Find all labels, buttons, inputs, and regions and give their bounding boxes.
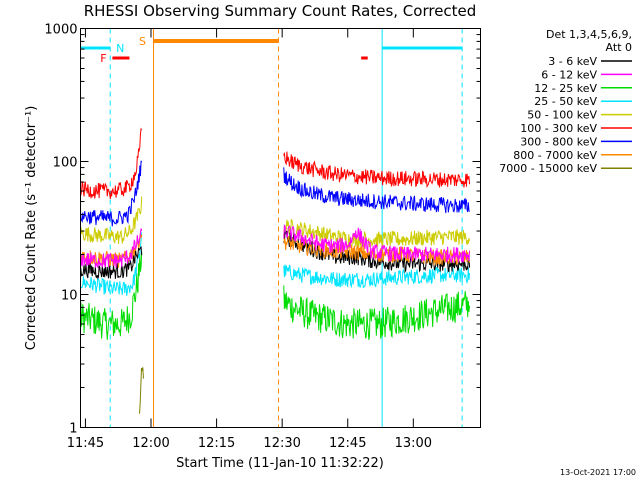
legend-entry-label: 50 - 100 keV — [527, 109, 597, 122]
series-line — [283, 151, 471, 189]
flare-flag-label: F — [100, 52, 106, 65]
series-line — [80, 160, 143, 227]
legend-entry-label: 25 - 50 keV — [534, 95, 597, 108]
series-line — [80, 127, 143, 199]
x-tick-label: 12:00 — [132, 436, 169, 451]
legend-entry-label: 12 - 25 keV — [534, 82, 597, 95]
x-axis: 11:45 12:00 12:15 12:30 12:45 13:00 — [67, 28, 432, 451]
y-tick-label: 1000 — [44, 23, 77, 38]
series-line — [80, 251, 143, 340]
y-axis: 1 10 100 1000 — [44, 23, 481, 437]
x-axis-label: Start Time (11-Jan-10 11:32:22) — [176, 456, 384, 471]
y-tick-label: 100 — [53, 156, 78, 171]
plot-area — [80, 28, 471, 428]
y-axis-label: Corrected Count Rate (s⁻¹ detector⁻¹) — [24, 106, 39, 351]
x-tick-label: 13:00 — [395, 436, 432, 451]
chart-title: RHESSI Observing Summary Count Rates, Co… — [84, 2, 477, 20]
series-line — [283, 219, 471, 248]
series-line — [283, 285, 471, 340]
legend-entry-label: 800 - 7000 keV — [513, 149, 597, 162]
legend-header-line-2: Att 0 — [606, 41, 632, 54]
legend-entry-label: 300 - 800 keV — [520, 135, 597, 148]
series-line — [80, 228, 143, 269]
plot-frame — [80, 28, 481, 428]
y-tick-label: 1 — [69, 422, 77, 437]
series-line — [80, 232, 143, 296]
y-tick-label: 10 — [61, 289, 78, 304]
attenuator-label: N — [116, 42, 124, 55]
x-tick-label: 12:15 — [198, 436, 235, 451]
legend-entry-label: 3 - 6 keV — [548, 55, 597, 68]
series-line — [139, 367, 144, 414]
series-line — [283, 264, 471, 289]
legend-entry-label: 7000 - 15000 keV — [499, 162, 597, 175]
legend-header-line-1: Det 1,3,4,5,6,9, — [546, 28, 632, 41]
footer-date: 13-Oct-2021 17:00 — [560, 468, 636, 477]
x-tick-label: 12:30 — [263, 436, 300, 451]
saa-label: S — [139, 35, 146, 48]
series-line — [80, 196, 143, 245]
legend-entry-label: 100 - 300 keV — [520, 122, 597, 135]
x-tick-label: 11:45 — [67, 436, 104, 451]
series-line — [283, 167, 471, 214]
x-tick-label: 12:45 — [329, 436, 366, 451]
legend-entry-label: 6 - 12 keV — [541, 68, 597, 81]
series-line — [283, 224, 471, 264]
